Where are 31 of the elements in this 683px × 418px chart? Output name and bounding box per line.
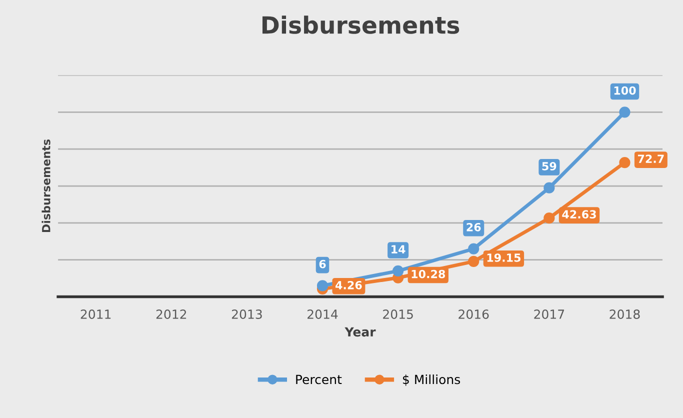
x-tick-label: 2013: [232, 310, 262, 319]
legend-label: Percent: [296, 374, 342, 384]
data-label: 14: [392, 245, 406, 254]
x-tick-label: 2015: [383, 310, 413, 319]
x-tick-label: 2011: [80, 310, 111, 319]
data-label: 100: [614, 86, 636, 95]
data-label: 59: [542, 162, 556, 170]
x-tick-label: 2017: [534, 310, 564, 319]
point: [468, 256, 480, 267]
x-tick-label: 2012: [156, 310, 186, 319]
data-label: 42.63: [562, 210, 596, 219]
data-label: 10.28: [412, 270, 446, 278]
data-label: 72.7: [638, 154, 664, 163]
point: [619, 157, 630, 168]
point: [544, 182, 555, 194]
data-label: 19.15: [487, 253, 520, 262]
x-tick-label: 2014: [308, 310, 338, 319]
chart-title: Disbursements: [262, 16, 460, 34]
legend-label: $ Millions: [402, 374, 460, 386]
data-label: 4.26: [336, 280, 362, 290]
data-label: 26: [466, 222, 481, 232]
x-tick-label: 2018: [610, 310, 640, 319]
point: [468, 243, 480, 254]
data-label: 6: [319, 260, 326, 268]
point: [392, 265, 404, 276]
x-tick-label: 2016: [458, 310, 489, 319]
y-axis-title: Disbursements: [42, 139, 50, 232]
point: [619, 106, 630, 118]
point: [316, 280, 328, 292]
x-axis-title: Year: [344, 327, 376, 337]
point: [544, 212, 555, 224]
